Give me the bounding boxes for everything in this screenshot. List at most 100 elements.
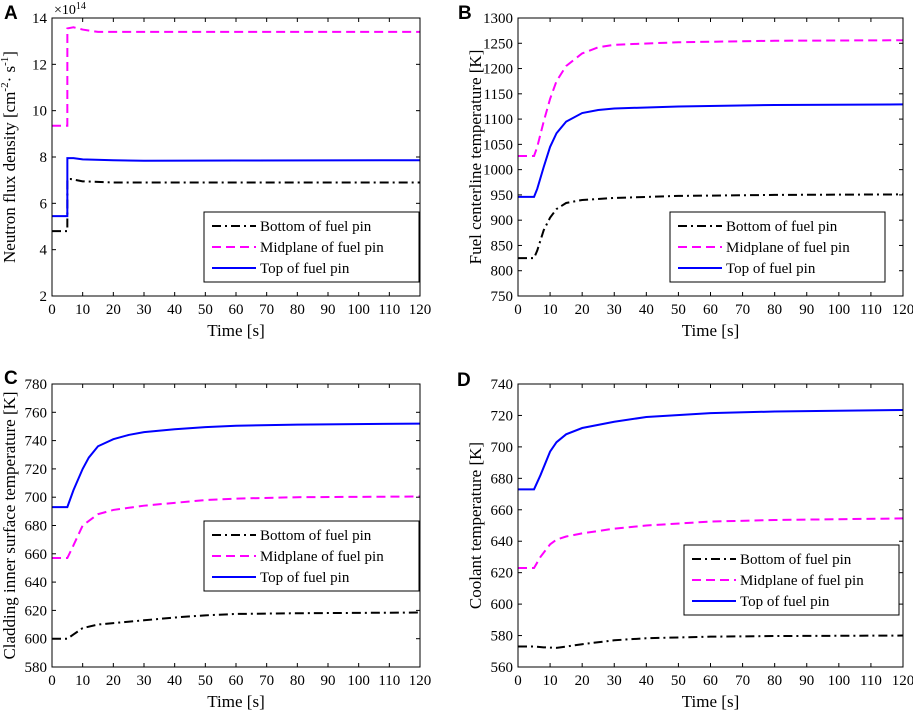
series-line-bottom	[518, 634, 903, 649]
y-tick-label: 700	[491, 440, 514, 456]
x-tick-label: 10	[75, 302, 90, 318]
y-axis-title-sup: -1	[0, 57, 11, 66]
legend-box	[669, 211, 886, 283]
x-tick-label: 70	[735, 673, 750, 689]
y-tick-label: 12	[32, 57, 47, 73]
x-tick-label: 100	[347, 302, 370, 318]
y-tick-label: 4	[40, 243, 48, 259]
x-tick-label: 30	[607, 673, 622, 689]
x-tick-label: 20	[106, 673, 121, 689]
y-tick-label: 660	[25, 547, 48, 563]
series-line-midplane	[518, 517, 903, 569]
legend-label-bottom: Bottom of fuel pin	[726, 219, 838, 235]
panel-letter: D	[457, 370, 471, 391]
y-tick-label: 680	[491, 471, 514, 487]
x-tick-label: 40	[167, 302, 182, 318]
x-tick-label: 30	[137, 673, 152, 689]
series-line-top	[518, 408, 903, 491]
x-tick-label: 60	[229, 673, 244, 689]
x-tick-label: 90	[321, 673, 336, 689]
x-tick-label: 100	[828, 302, 851, 318]
x-tick-label: 100	[828, 673, 851, 689]
legend-label-midplane: Midplane of fuel pin	[260, 240, 384, 256]
x-tick-label: 0	[514, 673, 522, 689]
panel-letter: B	[458, 3, 472, 24]
legend-label-midplane: Midplane of fuel pin	[726, 240, 850, 256]
x-tick-label: 60	[703, 302, 718, 318]
y-tick-label: 720	[25, 462, 48, 478]
y-axis-title-main: Neutron flux density [cm	[0, 92, 19, 263]
y-axis-title: Neutron flux density [cm-2· s-1]	[0, 51, 19, 263]
y-tick-label: 950	[491, 188, 514, 204]
y-axis-title-sup: -2	[0, 82, 11, 91]
x-tick-label: 50	[198, 673, 213, 689]
x-tick-label: 0	[48, 673, 56, 689]
x-tick-label: 50	[671, 302, 686, 318]
y-tick-label: 1250	[483, 36, 513, 52]
y-axis-title-end: ]	[0, 51, 19, 57]
x-tick-label: 10	[543, 302, 558, 318]
y-tick-label: 680	[25, 519, 48, 535]
x-tick-label: 0	[514, 302, 522, 318]
y-tick-label: 700	[25, 490, 48, 506]
y-tick-label: 660	[491, 503, 514, 519]
x-tick-label: 70	[735, 302, 750, 318]
x-tick-label: 70	[259, 302, 274, 318]
x-tick-label: 10	[75, 673, 90, 689]
y-axis-title: Cladding inner surface temperature [K]	[0, 391, 19, 659]
axis-exponent-power: 14	[76, 1, 86, 12]
axis-exponent: ×1014	[54, 1, 86, 18]
y-tick-label: 600	[25, 632, 48, 648]
x-tick-label: 120	[892, 302, 913, 318]
x-tick-label: 80	[767, 673, 782, 689]
legend-box	[683, 544, 900, 616]
y-axis-title: Coolant temperature [K]	[466, 442, 485, 609]
series-line-midplane	[52, 495, 420, 560]
y-tick-label: 580	[491, 629, 514, 645]
x-tick-label: 120	[892, 673, 913, 689]
axis-exponent-base: ×10	[54, 3, 76, 18]
y-tick-label: 750	[491, 289, 514, 305]
x-tick-label: 80	[767, 302, 782, 318]
x-tick-label: 20	[106, 302, 121, 318]
y-tick-label: 1100	[484, 112, 513, 128]
y-tick-label: 1300	[483, 11, 513, 27]
series-line-top	[518, 103, 903, 198]
legend-label-bottom: Bottom of fuel pin	[740, 552, 852, 568]
series-line-bottom	[518, 193, 903, 260]
x-tick-label: 20	[575, 673, 590, 689]
y-tick-label: 640	[25, 575, 48, 591]
x-tick-label: 10	[543, 673, 558, 689]
x-tick-label: 110	[860, 673, 882, 689]
series-line-midplane	[52, 26, 420, 127]
x-axis-title: Time [s]	[207, 321, 264, 340]
legend-box	[203, 211, 420, 283]
y-tick-label: 2	[40, 289, 48, 305]
y-tick-label: 740	[491, 377, 514, 393]
x-axis-title: Time [s]	[682, 321, 739, 340]
x-tick-label: 50	[198, 302, 213, 318]
legend: Bottom of fuel pin Midplane of fuel pin To…	[203, 211, 420, 283]
legend-label-top: Top of fuel pin	[726, 261, 816, 277]
x-tick-label: 110	[860, 302, 882, 318]
x-tick-label: 110	[378, 302, 400, 318]
y-tick-label: 620	[491, 566, 514, 582]
y-tick-label: 6	[40, 196, 48, 212]
y-tick-label: 900	[491, 213, 514, 229]
legend-label-midplane: Midplane of fuel pin	[740, 573, 864, 589]
x-tick-label: 50	[671, 673, 686, 689]
x-tick-label: 30	[607, 302, 622, 318]
y-tick-label: 1050	[483, 137, 513, 153]
legend-label-top: Top of fuel pin	[260, 261, 350, 277]
y-axis-title: Fuel centerline temperature [K]	[466, 50, 485, 265]
x-tick-label: 120	[409, 302, 432, 318]
legend-label-midplane: Midplane of fuel pin	[260, 549, 384, 565]
series-line-bottom	[52, 611, 420, 640]
chart-panel-c: C 0 10 20 30 40 50 60 70 80 90 100 110 120 580 600 620 64…	[0, 368, 431, 711]
legend-box	[203, 520, 420, 592]
legend-label-top: Top of fuel pin	[260, 570, 350, 586]
y-tick-label: 850	[491, 238, 514, 254]
x-tick-label: 40	[639, 673, 654, 689]
x-axis-title: Time [s]	[682, 692, 739, 711]
